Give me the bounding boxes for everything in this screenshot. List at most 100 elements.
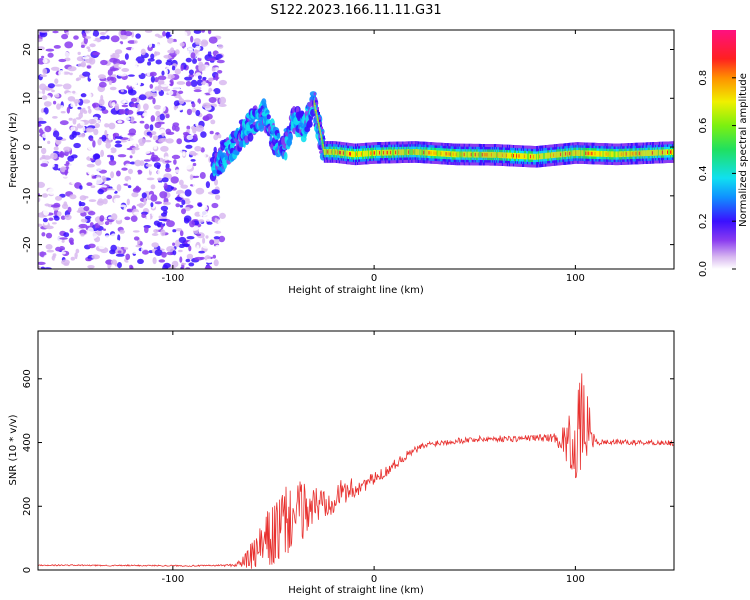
heatmap-cell — [196, 244, 200, 251]
heatmap-cell — [166, 246, 175, 253]
heatmap-cell — [78, 112, 83, 119]
heatmap-cell — [42, 249, 48, 253]
heatmap-cell — [160, 137, 168, 142]
heatmap-cell — [121, 167, 128, 171]
heatmap-cell — [217, 44, 224, 49]
heatmap-cell — [101, 240, 106, 244]
y-tick-label: 0 — [22, 144, 33, 150]
heatmap-cell — [45, 244, 53, 250]
heatmap-cell — [113, 198, 120, 204]
heatmap-cell — [153, 145, 158, 150]
heatmap-cell — [106, 31, 113, 36]
y-tick-label: 600 — [22, 369, 33, 388]
colorbar: 0.0 0.2 0.4 0.6 0.8 Normalized spectral ampl… — [698, 30, 749, 277]
heatmap-cell — [44, 125, 52, 133]
heatmap-cell — [126, 109, 134, 115]
heatmap-cell — [134, 186, 142, 192]
heatmap-cell — [124, 53, 129, 60]
heatmap-cell — [172, 242, 176, 246]
heatmap-cell — [132, 60, 139, 68]
heatmap-cell — [183, 36, 189, 42]
heatmap-cell — [85, 36, 92, 39]
heatmap-cell — [204, 144, 209, 152]
colorbar-tick-label: 0.4 — [698, 165, 709, 181]
heatmap-cell — [45, 225, 54, 230]
heatmap-cell — [38, 135, 42, 143]
heatmap-cell — [89, 137, 94, 142]
heatmap-cell — [120, 30, 127, 36]
heatmap-cell — [94, 177, 103, 185]
heatmap-cell — [156, 164, 161, 170]
heatmap-cell — [42, 112, 46, 117]
heatmap-cell — [84, 30, 89, 34]
heatmap-cell — [137, 103, 141, 111]
heatmap-cell — [200, 131, 207, 138]
heatmap-cell — [61, 115, 70, 118]
heatmap-cell — [109, 86, 117, 91]
heatmap-cell — [154, 210, 164, 216]
heatmap-cell — [217, 219, 226, 225]
heatmap-cell — [161, 177, 169, 183]
heatmap-cell — [152, 39, 158, 45]
heatmap-cell — [199, 210, 208, 217]
heatmap-cell — [181, 208, 186, 215]
heatmap-cell — [41, 55, 45, 59]
heatmap-cell — [110, 35, 120, 43]
heatmap-cell — [80, 218, 88, 223]
heatmap-cell — [117, 162, 124, 169]
heatmap-cell — [42, 118, 51, 127]
heatmap-cell — [263, 102, 267, 109]
heatmap-cell — [182, 151, 186, 157]
heatmap-cell — [163, 262, 171, 269]
heatmap-cell — [114, 143, 123, 148]
heatmap-cell — [165, 128, 172, 134]
heatmap-cell — [179, 230, 184, 237]
heatmap-cell — [108, 80, 112, 85]
heatmap-cell — [107, 149, 112, 153]
heatmap-cell — [175, 239, 180, 248]
heatmap-cell — [173, 254, 179, 258]
heatmap-cell — [139, 235, 146, 240]
heatmap-cell — [188, 262, 195, 267]
heatmap-cell — [211, 189, 220, 195]
heatmap-cell — [103, 235, 111, 239]
heatmap-cell — [154, 77, 159, 83]
heatmap-cell — [137, 258, 144, 264]
heatmap-cell — [59, 120, 69, 126]
heatmap-cell — [174, 68, 181, 75]
heatmap-cell — [179, 179, 184, 186]
heatmap-cell — [42, 58, 48, 64]
heatmap-cell — [115, 253, 125, 257]
heatmap-cell — [74, 252, 78, 260]
heatmap-cell — [150, 75, 155, 83]
heatmap-cell — [178, 90, 184, 95]
heatmap-cell — [92, 51, 101, 56]
heatmap-cell — [193, 49, 198, 55]
heatmap-cell — [117, 250, 122, 254]
heatmap-cell — [149, 133, 153, 138]
heatmap-cell — [186, 236, 195, 240]
heatmap-cell — [214, 230, 222, 234]
heatmap-cell — [202, 102, 212, 109]
heatmap-cell — [110, 147, 117, 154]
heatmap-cell — [149, 71, 157, 77]
heatmap-cell — [160, 105, 166, 112]
heatmap-cell — [100, 59, 108, 66]
heatmap-cell — [186, 108, 192, 116]
heatmap-cell — [205, 235, 209, 239]
heatmap-cell — [95, 69, 105, 74]
heatmap-cell — [137, 196, 142, 204]
heatmap-cell — [171, 260, 179, 268]
heatmap-cell — [104, 123, 110, 128]
heatmap-cell — [145, 36, 152, 42]
heatmap-cell — [64, 169, 68, 176]
heatmap-cell — [47, 52, 54, 58]
heatmap-cell — [38, 223, 43, 227]
heatmap-cell — [209, 130, 214, 135]
spectrogram-heatmap — [38, 30, 674, 269]
heatmap-cell — [79, 185, 83, 190]
heatmap-cell — [53, 216, 60, 221]
heatmap-cell — [94, 107, 102, 111]
snr-frame — [37, 330, 675, 571]
snr-x-label: Height of straight line (km) — [288, 585, 424, 596]
